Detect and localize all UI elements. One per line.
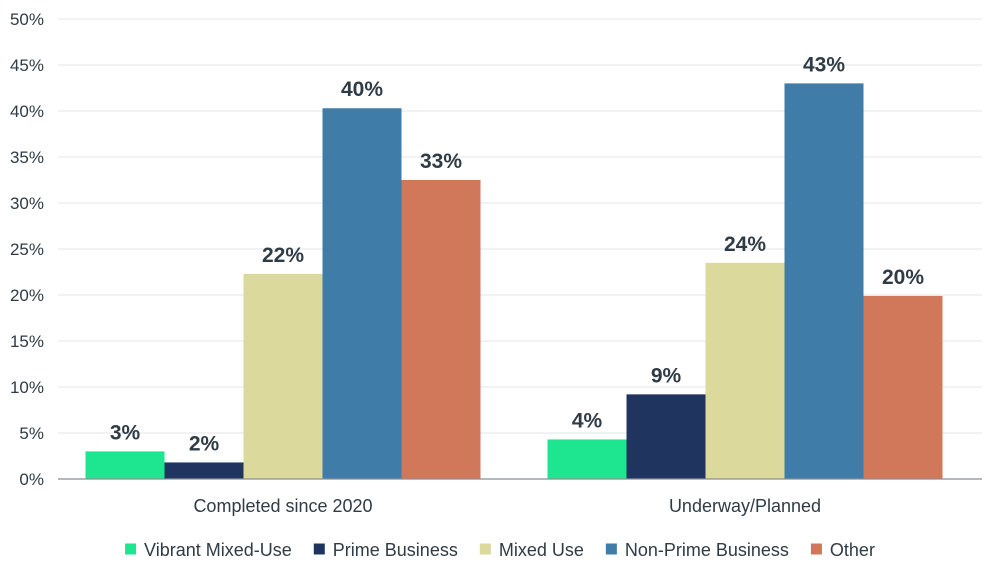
- y-tick-label: 50%: [10, 10, 44, 29]
- legend: Vibrant Mixed-Use Prime Business Mixed Use…: [125, 540, 875, 560]
- data-label: 24%: [724, 233, 766, 256]
- legend-swatch: [810, 543, 822, 555]
- legend-label: Non-Prime Business: [625, 540, 789, 560]
- y-tick-label: 20%: [10, 286, 44, 305]
- y-tick-label: 0%: [19, 470, 44, 489]
- legend-swatch: [479, 543, 491, 555]
- bar: [626, 394, 706, 479]
- legend-swatch: [605, 543, 617, 555]
- legend-swatch: [125, 543, 137, 555]
- bar: [784, 83, 864, 480]
- bar: [547, 439, 627, 479]
- data-label: 33%: [420, 150, 462, 173]
- legend-item: Other: [810, 540, 875, 560]
- y-tick-label: 10%: [10, 378, 44, 397]
- bar: [401, 180, 481, 479]
- y-tick-label: 35%: [10, 148, 44, 167]
- y-tick-label: 25%: [10, 240, 44, 259]
- legend-item: Prime Business: [313, 540, 458, 560]
- x-category-label: Completed since 2020: [193, 496, 372, 516]
- legend-label: Vibrant Mixed-Use: [144, 540, 292, 560]
- data-label: 9%: [651, 364, 682, 387]
- legend-swatch: [313, 543, 325, 555]
- legend-item: Non-Prime Business: [605, 540, 789, 560]
- y-tick-label: 30%: [10, 194, 44, 213]
- data-label: 43%: [803, 53, 845, 76]
- bar: [322, 108, 402, 480]
- data-label: 4%: [572, 409, 603, 432]
- bar: [164, 462, 244, 479]
- y-tick-label: 45%: [10, 56, 44, 75]
- bar: [85, 451, 165, 479]
- legend-label: Mixed Use: [499, 540, 584, 560]
- bar: [705, 262, 785, 479]
- y-axis-ticks: 0% 5% 10% 15% 20% 25% 30% 35% 40% 45% 50%: [10, 10, 44, 489]
- gridlines: [58, 18, 982, 434]
- legend-item: Mixed Use: [479, 540, 584, 560]
- data-label: 3%: [110, 421, 141, 444]
- bar: [243, 273, 323, 479]
- y-tick-label: 15%: [10, 332, 44, 351]
- data-labels: 3% 2% 22% 40% 33% 4% 9% 24% 43% 20%: [110, 53, 925, 455]
- x-axis-categories: Completed since 2020 Underway/Planned: [193, 496, 821, 516]
- x-category-label: Underway/Planned: [669, 496, 821, 516]
- bars: [85, 83, 943, 480]
- bar: [863, 295, 943, 479]
- legend-item: Vibrant Mixed-Use: [125, 540, 292, 560]
- data-label: 2%: [189, 432, 220, 455]
- y-tick-label: 5%: [19, 424, 44, 443]
- legend-label: Other: [830, 540, 875, 560]
- data-label: 40%: [341, 78, 383, 101]
- data-label: 20%: [882, 266, 924, 289]
- data-label: 22%: [262, 244, 304, 267]
- legend-label: Prime Business: [333, 540, 458, 560]
- y-tick-label: 40%: [10, 102, 44, 121]
